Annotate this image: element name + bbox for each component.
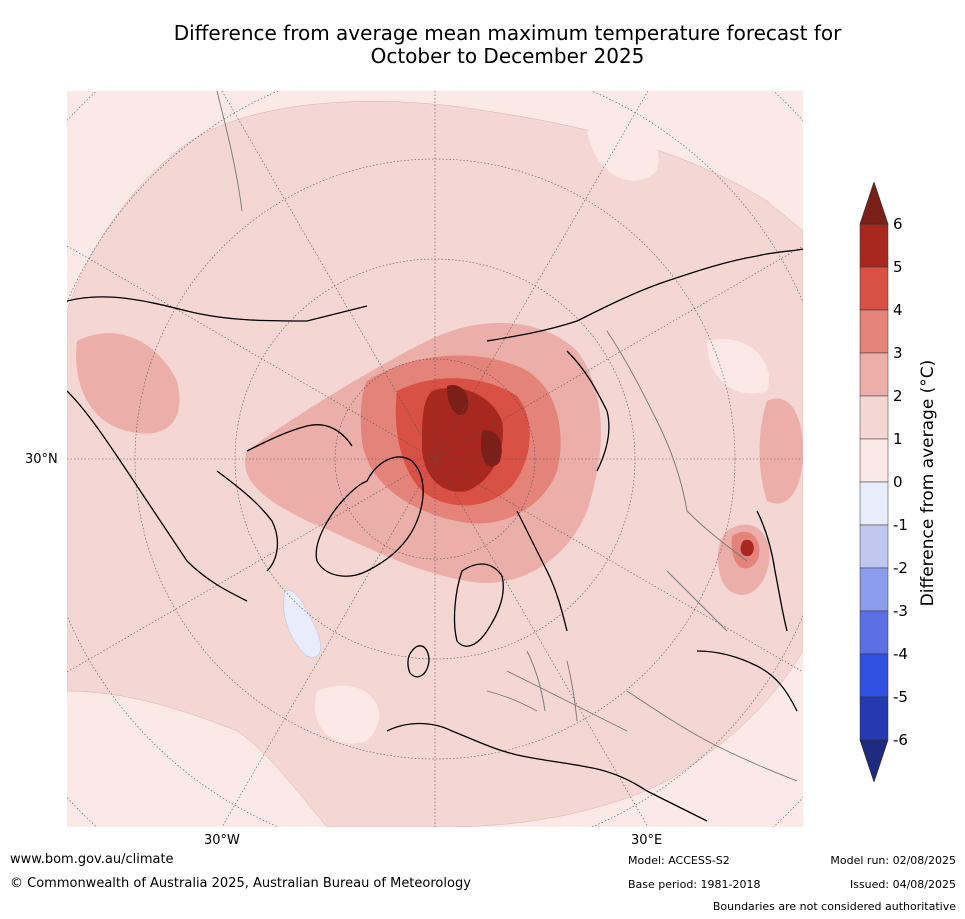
colorbar-band xyxy=(859,352,889,397)
graticule xyxy=(67,91,803,827)
model-text: Model: ACCESS-S2 xyxy=(628,854,730,867)
colorbar-tick-label: -1 xyxy=(893,516,908,534)
colorbar-tick-label: 0 xyxy=(893,473,903,491)
country-borders xyxy=(216,91,798,782)
colorbar-tick-label: 6 xyxy=(893,215,903,233)
colorbar-label: Difference from average (°C) xyxy=(918,359,938,607)
anomaly-region-gt6 xyxy=(480,430,502,467)
colorbar-band xyxy=(859,395,889,440)
title-line-2: October to December 2025 xyxy=(370,44,645,68)
copyright-text: © Commonwealth of Australia 2025, Austra… xyxy=(10,876,471,891)
title-line-1: Difference from average mean maximum tem… xyxy=(173,21,842,45)
website-text: www.bom.gov.au/climate xyxy=(10,852,174,867)
longitude-label-30e: 30°E xyxy=(631,833,663,848)
map-title: Difference from average mean maximum tem… xyxy=(60,22,955,68)
colorbar-tick-label: -2 xyxy=(893,559,908,577)
colorbar-band xyxy=(859,481,889,526)
base-period-text: Base period: 1981-2018 xyxy=(628,878,761,891)
anomaly-region-5-6 xyxy=(422,387,503,492)
colorbar-tick-label: -6 xyxy=(893,731,908,749)
colorbar-top-arrow xyxy=(859,180,889,225)
colorbar xyxy=(858,180,890,784)
colorbar-band xyxy=(859,309,889,354)
latitude-label-30n: 30°N xyxy=(25,452,58,467)
colorbar-tick-label: -5 xyxy=(893,688,908,706)
longitude-label-30w: 30°W xyxy=(204,833,240,848)
colorbar-band xyxy=(859,567,889,612)
colorbar-band xyxy=(859,610,889,655)
colorbar-band xyxy=(859,653,889,698)
colorbar-tick-label: 3 xyxy=(893,344,903,362)
colorbar-tick-label: -3 xyxy=(893,602,908,620)
anomaly-patch-light xyxy=(707,339,769,394)
model-run-text: Model run: 02/08/2025 xyxy=(830,854,956,867)
colorbar-tick-label: 1 xyxy=(893,430,903,448)
colorbar-graphic xyxy=(859,180,889,784)
anomaly-region-5-6 xyxy=(740,539,754,557)
colorbar-bottom-arrow xyxy=(859,739,889,784)
map-canvas xyxy=(67,91,803,827)
anomaly-region-2-3 xyxy=(759,398,803,504)
colorbar-band xyxy=(859,266,889,311)
colorbar-band xyxy=(859,696,889,741)
anomaly-region-2-3 xyxy=(76,333,180,434)
anomaly-region-gt6 xyxy=(447,385,469,415)
anomaly-patch-light xyxy=(315,685,379,744)
colorbar-band xyxy=(859,223,889,268)
coastlines xyxy=(67,248,803,822)
colorbar-tick-label: 2 xyxy=(893,387,903,405)
anomaly-patch-light xyxy=(587,123,659,181)
colorbar-tick-label: 5 xyxy=(893,258,903,276)
colorbar-tick-label: 4 xyxy=(893,301,903,319)
colorbar-tick-label: -4 xyxy=(893,645,908,663)
polar-map xyxy=(67,91,803,827)
issued-text: Issued: 04/08/2025 xyxy=(849,878,956,891)
disclaimer-text: Boundaries are not considered authoritat… xyxy=(712,900,956,913)
colorbar-band xyxy=(859,524,889,569)
anomaly-region-negative xyxy=(283,590,321,658)
colorbar-band xyxy=(859,438,889,483)
